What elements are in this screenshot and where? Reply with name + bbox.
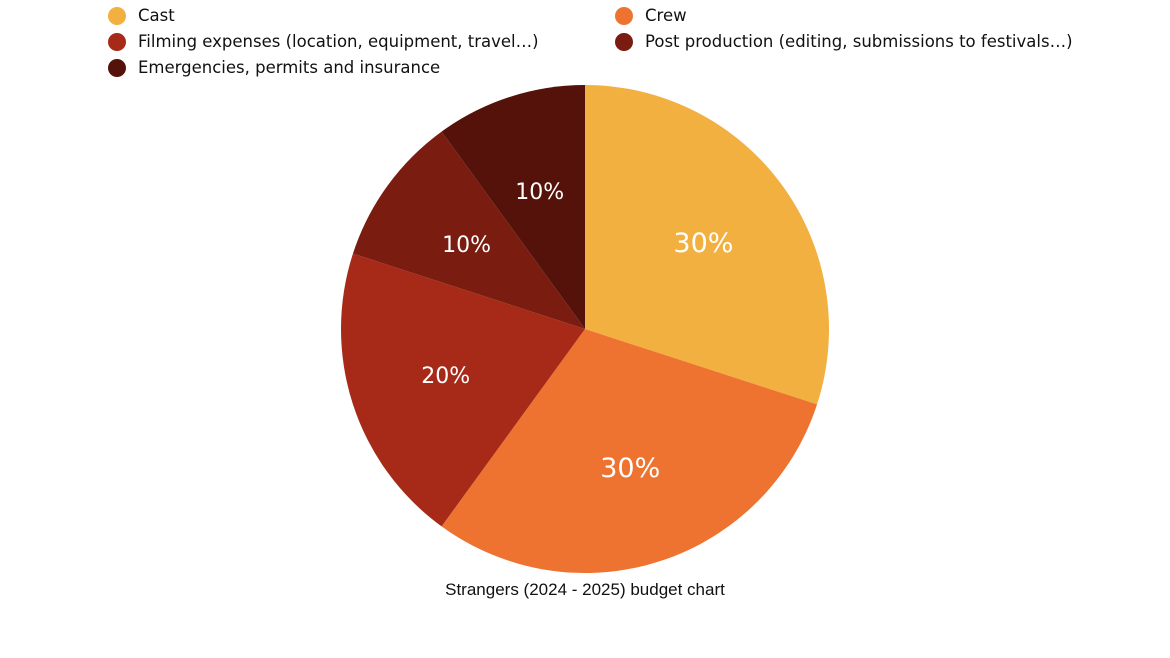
- legend-label: Filming expenses (location, equipment, t…: [138, 32, 539, 51]
- legend-swatch: [615, 6, 633, 25]
- slice-label: 30%: [673, 228, 733, 259]
- legend-item: Crew: [615, 6, 687, 25]
- legend-item: Cast: [108, 6, 175, 25]
- slice-label: 10%: [442, 233, 491, 258]
- pie-slice: [340, 253, 585, 527]
- legend-item: Post production (editing, submissions to…: [615, 32, 1073, 51]
- legend-label: Crew: [645, 6, 687, 25]
- legend-swatch: [108, 6, 126, 25]
- pie-slice: [441, 329, 818, 573]
- pie-slice: [352, 131, 585, 329]
- legend-swatch: [108, 58, 126, 77]
- pie-slice: [441, 85, 585, 329]
- slice-label: 10%: [515, 180, 564, 205]
- pie-slice: [585, 85, 830, 405]
- legend-swatch: [108, 32, 126, 51]
- legend-item: Filming expenses (location, equipment, t…: [108, 32, 539, 51]
- legend-label: Emergencies, permits and insurance: [138, 58, 441, 77]
- slice-label: 30%: [600, 453, 660, 484]
- chart-title: Strangers (2024 - 2025) budget chart: [445, 580, 725, 599]
- legend-label: Cast: [138, 6, 175, 25]
- legend-item: Emergencies, permits and insurance: [108, 58, 440, 77]
- legend-swatch: [615, 32, 633, 51]
- legend-label: Post production (editing, submissions to…: [645, 32, 1073, 51]
- slice-label: 20%: [421, 364, 470, 389]
